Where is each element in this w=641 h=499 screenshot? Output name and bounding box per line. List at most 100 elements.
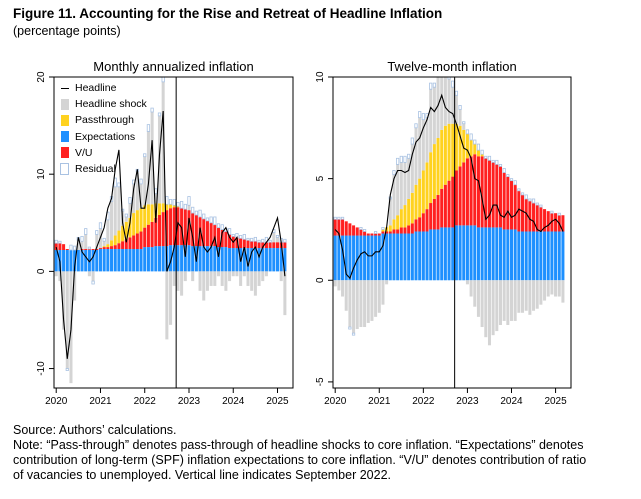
bar-expectations [476, 227, 480, 281]
bar-residual [418, 111, 422, 119]
bar-passthrough [469, 140, 473, 157]
bar-residual [392, 170, 396, 175]
bar-v-u [355, 227, 359, 236]
bar-v-u [139, 231, 143, 250]
bar-v-u [183, 209, 187, 246]
bar-headline-shock [429, 89, 433, 153]
bar-expectations [235, 248, 239, 272]
bar-v-u [539, 207, 543, 232]
bar-expectations [183, 245, 187, 272]
bar-headline-shock [102, 241, 106, 247]
bar-expectations [462, 225, 466, 281]
bar-headline-shock [76, 240, 80, 250]
bar-headline-shock [381, 280, 385, 305]
bar-passthrough [462, 129, 466, 163]
bar-expectations [377, 235, 381, 281]
bar-v-u [135, 233, 139, 250]
bar-residual [410, 137, 414, 145]
plot-area [333, 77, 565, 346]
bar-headline-shock [242, 271, 246, 277]
bar-v-u [224, 231, 228, 248]
legend-label: V/U [75, 146, 93, 159]
bar-residual [373, 231, 378, 234]
bar-headline-shock [165, 271, 169, 340]
x-tick-label: 2021 [89, 396, 112, 407]
bar-passthrough [418, 178, 422, 218]
bar-expectations [62, 249, 66, 272]
bar-expectations [561, 231, 565, 281]
bar-passthrough [399, 209, 403, 228]
bar-residual [476, 143, 481, 151]
bar-v-u [348, 223, 352, 236]
bar-residual [168, 199, 173, 205]
bar-headline-shock [491, 280, 495, 336]
bar-expectations [205, 246, 209, 272]
bar-residual [161, 77, 165, 83]
bar-expectations [491, 227, 495, 281]
bar-residual [54, 239, 58, 244]
bar-passthrough [451, 123, 455, 177]
bar-expectations [359, 235, 363, 281]
bar-headline-shock [447, 79, 451, 124]
bar-v-u [275, 242, 280, 249]
bar-residual [150, 107, 154, 113]
bar-residual [454, 90, 459, 96]
bar-v-u [554, 213, 558, 232]
bar-v-u [469, 156, 473, 226]
bar-headline-shock [235, 271, 239, 277]
bar-headline-shock [392, 174, 396, 220]
bar-residual [268, 239, 272, 243]
bar-v-u [473, 154, 477, 226]
bar-headline-shock [62, 271, 66, 330]
bar-passthrough [407, 198, 411, 226]
bar-residual [462, 121, 466, 125]
bar-passthrough [124, 221, 128, 240]
bar-residual [531, 198, 536, 204]
bar-v-u [513, 184, 517, 230]
bar-expectations [521, 231, 525, 281]
bar-headline-shock [535, 280, 539, 309]
bar-expectations [506, 229, 510, 281]
bar-v-u [124, 239, 128, 250]
bar-passthrough [473, 144, 477, 155]
bar-headline-shock [359, 280, 363, 328]
bar-expectations [220, 247, 224, 272]
bar-headline-shock [374, 280, 378, 317]
bar-headline-shock [110, 201, 114, 241]
bar-v-u [91, 249, 95, 250]
bar-v-u [370, 233, 374, 236]
bar-residual [187, 196, 191, 206]
bar-headline-shock [543, 280, 547, 301]
bar-v-u [359, 229, 363, 236]
legend-label: Expectations [75, 130, 136, 143]
bar-residual [333, 216, 337, 220]
bar-v-u [410, 223, 414, 234]
bar-headline-shock [198, 271, 202, 291]
bar-residual [502, 168, 506, 173]
plot-frame [53, 76, 294, 389]
x-tick-label: 2022 [412, 396, 435, 407]
bar-expectations [454, 225, 458, 281]
bar-passthrough [139, 208, 143, 232]
bar-headline-shock [521, 280, 525, 313]
bar-residual [87, 246, 92, 250]
plot-frame [332, 76, 572, 389]
bar-expectations [502, 229, 506, 281]
bar-expectations [337, 235, 341, 281]
bar-residual [528, 198, 532, 202]
bar-residual [91, 280, 95, 285]
bar-v-u [388, 231, 392, 234]
bar-expectations [403, 233, 407, 281]
bar-residual [473, 139, 477, 145]
bar-expectations [352, 235, 356, 281]
bar-headline-shock [239, 271, 243, 286]
bar-headline-shock [95, 234, 99, 250]
bar-passthrough [396, 215, 400, 230]
x-tick-label: 2023 [456, 396, 479, 407]
bar-v-u [366, 233, 370, 236]
bar-residual [143, 153, 147, 158]
bar-headline-shock [172, 271, 176, 286]
y-tick-label: 20 [36, 71, 47, 83]
bar-headline-shock [524, 280, 528, 311]
bar-residual [183, 203, 187, 210]
